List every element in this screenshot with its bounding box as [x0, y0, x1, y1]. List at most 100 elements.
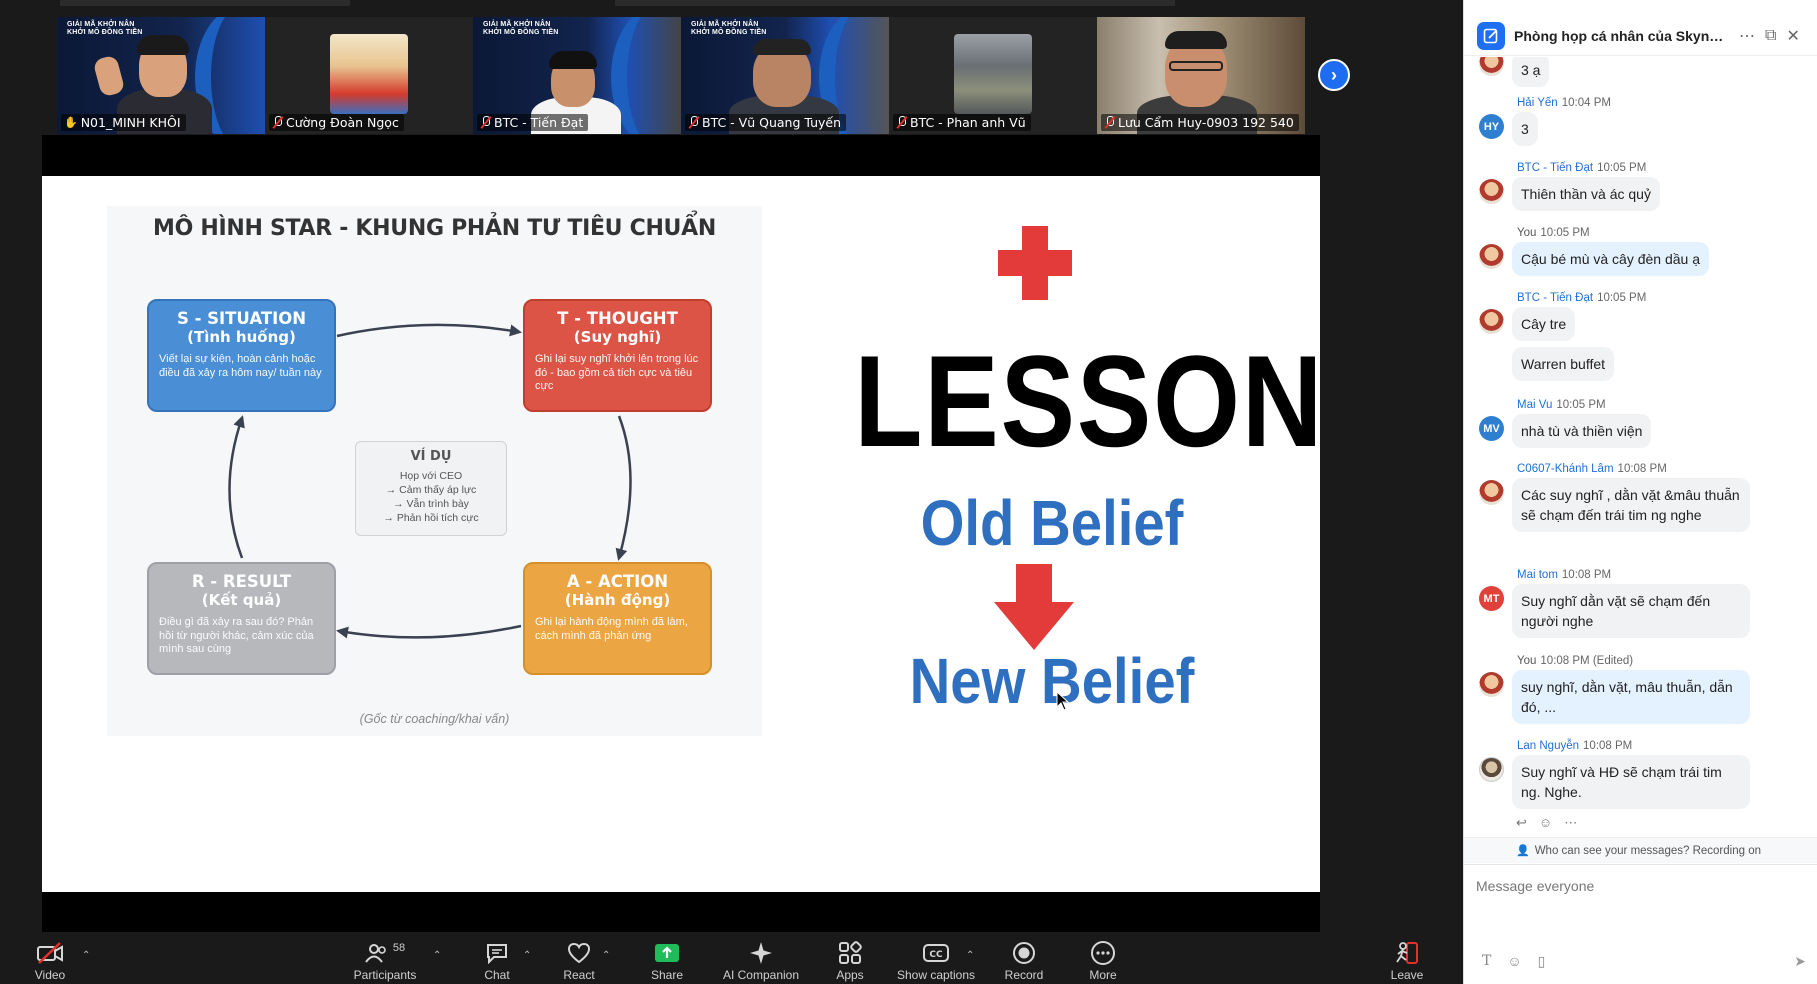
- react-options-caret[interactable]: ⌃: [602, 950, 611, 961]
- cycle-arrows: [228, 323, 632, 639]
- apps-button[interactable]: Apps: [830, 932, 870, 984]
- pin-icon: ✋: [64, 116, 78, 129]
- box-description: Viết lại sự kiện, hoàn cảnh hoặc điều đã…: [159, 353, 322, 379]
- close-icon[interactable]: ✕: [1786, 27, 1800, 45]
- message-meta: You 10:05 PM: [1517, 227, 1590, 239]
- participant-name: BTC - Phan anh Vũ: [893, 114, 1031, 131]
- participant-tile[interactable]: GIẢI MÃ KHỞI NÂN KHỞI MÔ ĐỒNG TIỀN BTC - …: [681, 17, 889, 134]
- message-time: 10:05 PM: [1597, 162, 1647, 174]
- avatar: HY: [1479, 114, 1504, 139]
- reply-icon[interactable]: ↩: [1516, 815, 1527, 830]
- sender-name: You: [1517, 655, 1537, 667]
- more-button[interactable]: More: [1083, 932, 1123, 984]
- hand-shape: [92, 54, 126, 98]
- example-line: Họp với CEO: [399, 470, 463, 482]
- file-icon[interactable]: ▯: [1537, 953, 1546, 969]
- record-icon: [1013, 942, 1035, 964]
- message-time: 10:04 PM: [1561, 97, 1611, 109]
- video-options-caret[interactable]: ⌃: [82, 950, 91, 961]
- sender-name[interactable]: Mai tom: [1517, 569, 1558, 581]
- mic-muted-icon: [272, 116, 283, 129]
- person-shape: [753, 39, 811, 55]
- box-subtitle: (Suy nghĩ): [573, 328, 662, 346]
- lesson-heading: LESSON: [854, 328, 1320, 474]
- pop-out-icon[interactable]: ⧉: [1765, 26, 1777, 44]
- chat-options-caret[interactable]: ⌃: [523, 950, 532, 961]
- chat-logo-icon: [1477, 21, 1505, 50]
- ai-companion-button[interactable]: AI Companion: [720, 932, 802, 984]
- leave-button[interactable]: Leave: [1387, 932, 1427, 984]
- sender-name[interactable]: Mai Vu: [1517, 399, 1553, 411]
- participant-tile[interactable]: Cường Đoàn Ngọc: [265, 17, 473, 134]
- message-actions: ↩ ☺ ⋯: [1516, 815, 1577, 831]
- send-icon[interactable]: ➤: [1794, 953, 1806, 969]
- sender-name[interactable]: BTC - Tiến Đạt: [1517, 162, 1594, 174]
- participant-tile[interactable]: GIẢI MÃ KHỞI NÂN KHỞI MÔ ĐỒNG TIỀN ✋ N01_M…: [57, 17, 265, 134]
- share-button[interactable]: Share: [645, 932, 689, 984]
- participant-tile[interactable]: GIẢI MÃ KHỞI NÂN KHỞI MÔ ĐỒNG TIỀN BTC - …: [473, 17, 681, 134]
- sender-name[interactable]: BTC - Tiến Đạt: [1517, 292, 1594, 304]
- chat-button[interactable]: Chat: [477, 932, 517, 984]
- more-options-icon[interactable]: ⋯: [1739, 27, 1755, 45]
- emoji-icon[interactable]: ☺: [1507, 953, 1522, 969]
- arrow-a-to-r: [336, 624, 522, 639]
- sender-name[interactable]: C0607-Khánh Lâm: [1517, 463, 1614, 475]
- meeting-toolbar: Video ⌃ 58 Participants ⌃ Chat ⌃ React ⌃…: [0, 932, 1463, 984]
- record-button[interactable]: Record: [1002, 932, 1046, 984]
- message-input[interactable]: [1476, 873, 1796, 899]
- message-time: 10:08 PM (Edited): [1540, 655, 1634, 667]
- box-subtitle: (Kết quả): [201, 591, 282, 609]
- message-text: Cậu bé mù và cây đèn dầu ạ: [1512, 242, 1710, 276]
- avatar: [1479, 757, 1504, 782]
- person-lock-icon: 👤: [1516, 845, 1530, 857]
- background-graphic: [611, 17, 681, 134]
- result-box: R - RESULT (Kết quả) Điều gì đã xảy ra s…: [147, 562, 336, 675]
- diagram-footnote: (Gốc từ coaching/khai vấn): [359, 712, 510, 726]
- example-line: → Cảm thấy áp lực: [385, 484, 477, 496]
- video-button[interactable]: Video: [30, 932, 70, 984]
- chat-header: Phòng họp cá nhân của Skynext.... ⋯ ⧉ ✕: [1464, 16, 1817, 56]
- chat-title: Phòng họp cá nhân của Skynext....: [1514, 27, 1729, 44]
- emoji-reaction-icon[interactable]: ☺: [1538, 815, 1553, 830]
- participants-options-caret[interactable]: ⌃: [433, 950, 442, 961]
- captions-options-caret[interactable]: ⌃: [966, 950, 975, 961]
- box-description: Ghi lại suy nghĩ khởi lên trong lúc đó -…: [535, 353, 699, 392]
- sender-name[interactable]: Hải Yến: [1517, 97, 1558, 109]
- mic-muted-icon: [896, 116, 907, 129]
- mic-muted-icon: [688, 116, 699, 129]
- text-format-icon[interactable]: T: [1482, 953, 1492, 969]
- message-text: suy nghĩ, dằn vặt, mâu thuẫn, dẫn đó, ..…: [1512, 670, 1750, 724]
- participants-button[interactable]: 58 Participants: [353, 942, 417, 982]
- message-meta: BTC - Tiến Đạt 10:05 PM: [1517, 162, 1646, 174]
- profile-picture: [330, 34, 408, 114]
- new-belief-text: New Belief: [909, 645, 1195, 717]
- react-button[interactable]: React: [557, 932, 601, 984]
- example-title: VÍ DỤ: [410, 449, 452, 464]
- message-text: Warren buffet: [1512, 347, 1615, 381]
- participant-tile[interactable]: BTC - Phan anh Vũ: [889, 17, 1097, 134]
- participant-tile[interactable]: Lưu Cẩm Huy-0903 192 540: [1097, 17, 1305, 134]
- avatar: MV: [1479, 416, 1504, 441]
- arrow-s-to-t: [336, 323, 522, 338]
- avatar: [1479, 179, 1504, 204]
- leave-door-icon: [1396, 942, 1418, 964]
- share-screen-icon: [655, 944, 679, 962]
- old-belief-text: Old Belief: [920, 487, 1184, 559]
- sender-name[interactable]: Lan Nguyễn: [1517, 740, 1580, 752]
- composer-tools: T ☺ ▯: [1482, 953, 1545, 970]
- top-strip: [60, 0, 350, 6]
- message-text: Các suy nghĩ , dằn vặt &mâu thuẫn sẽ chạ…: [1512, 478, 1750, 532]
- captions-button[interactable]: CC Show captions: [895, 932, 977, 984]
- event-logo: GIẢI MÃ KHỞI NÂN KHỞI MÔ ĐỒNG TIỀN: [483, 21, 559, 36]
- example-line: → Phản hồi tích cực: [383, 512, 479, 524]
- participant-name: Lưu Cẩm Huy-0903 192 540: [1101, 114, 1299, 131]
- arrow-r-to-s: [228, 415, 245, 559]
- privacy-notice[interactable]: 👤 Who can see your messages? Recording o…: [1464, 837, 1817, 863]
- box-title: A - ACTION: [566, 572, 669, 591]
- next-participants-button[interactable]: ›: [1318, 59, 1350, 91]
- down-arrow-icon: [994, 564, 1074, 650]
- avatar: [1479, 309, 1504, 334]
- event-logo: GIẢI MÃ KHỞI NÂN KHỞI MÔ ĐỒNG TIỀN: [67, 21, 143, 36]
- more-actions-icon[interactable]: ⋯: [1564, 815, 1578, 830]
- top-strip: [615, 0, 1175, 6]
